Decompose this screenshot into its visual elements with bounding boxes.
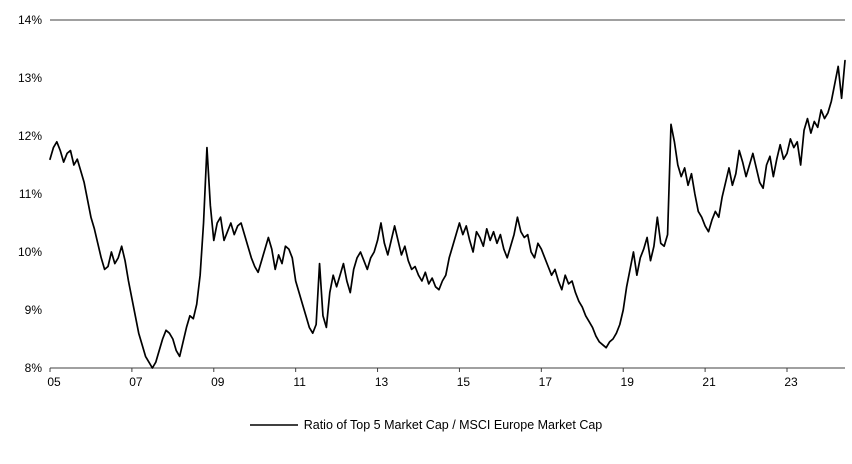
- y-tick-label: 13%: [18, 71, 42, 85]
- y-tick-label: 10%: [18, 245, 42, 259]
- y-tick-label: 9%: [25, 303, 43, 317]
- x-tick-label: 23: [784, 375, 798, 389]
- y-tick-label: 8%: [25, 361, 43, 375]
- line-chart: 8% 9% 10% 11% 12% 13% 14% 05 07 09 11 13 15 17 19 21 23: [18, 13, 846, 389]
- x-tick-label: 13: [375, 375, 389, 389]
- x-tick-label: 17: [539, 375, 553, 389]
- x-tick-label: 11: [293, 375, 306, 389]
- y-tick-label: 11%: [19, 187, 42, 201]
- x-tick-label: 21: [702, 375, 716, 389]
- legend: Ratio of Top 5 Market Cap / MSCI Europe …: [0, 418, 852, 432]
- legend-label: Ratio of Top 5 Market Cap / MSCI Europe …: [303, 418, 603, 432]
- x-tick-label: 07: [129, 375, 143, 389]
- series-line: [49, 59, 846, 369]
- x-tick-label: 05: [47, 375, 61, 389]
- y-tick-label: 14%: [18, 13, 42, 27]
- legend-line-swatch: [249, 424, 298, 426]
- x-tick-label: 15: [457, 375, 471, 389]
- y-tick-label: 12%: [18, 129, 42, 143]
- x-tick-label: 19: [621, 375, 635, 389]
- x-tick-label: 09: [211, 375, 225, 389]
